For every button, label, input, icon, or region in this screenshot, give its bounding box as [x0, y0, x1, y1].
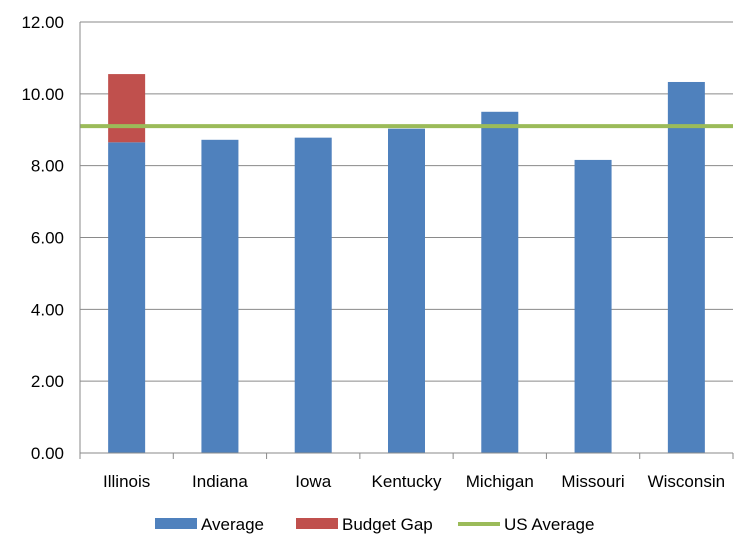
x-tick-label: Michigan [466, 472, 534, 491]
y-tick-label: 8.00 [31, 157, 64, 176]
bar-average-missouri [574, 159, 612, 454]
bar-average-kentucky [388, 128, 425, 454]
x-tick-label: Kentucky [372, 472, 442, 491]
bar-budget-gap-illinois [108, 74, 146, 143]
bar-average-michigan [481, 111, 519, 454]
legend-item: US Average [458, 515, 594, 534]
axis-layer [79, 22, 734, 459]
x-tick-label: Wisconsin [648, 472, 725, 491]
legend-swatch [155, 518, 197, 529]
legend-swatch [296, 518, 338, 529]
x-tick-label: Missouri [561, 472, 624, 491]
bar-average-indiana [201, 139, 239, 453]
legend-label: US Average [504, 515, 594, 534]
x-tick-label: Illinois [103, 472, 150, 491]
legend-item: Average [155, 515, 264, 534]
y-tick-label: 2.00 [31, 372, 64, 391]
x-tick-label: Iowa [295, 472, 331, 491]
bar-average-wisconsin [667, 81, 705, 453]
y-tick-label: 10.00 [21, 85, 64, 104]
x-tick-label: Indiana [192, 472, 248, 491]
y-tick-label: 4.00 [31, 300, 64, 319]
legend-item: Budget Gap [296, 515, 433, 534]
legend-label: Budget Gap [342, 515, 433, 534]
legend-label: Average [201, 515, 264, 534]
tick-labels-layer: 0.00 2.00 4.00 6.00 8.00 10.00 12.00 Illinois In… [21, 13, 725, 491]
legend: Average Budget Gap US Average [155, 515, 594, 534]
bar-average-illinois [108, 142, 146, 453]
bars-layer [108, 74, 705, 454]
y-tick-label: 0.00 [31, 444, 64, 463]
bar-average-iowa [294, 137, 332, 453]
y-tick-label: 6.00 [31, 229, 64, 248]
y-tick-label: 12.00 [21, 13, 64, 32]
